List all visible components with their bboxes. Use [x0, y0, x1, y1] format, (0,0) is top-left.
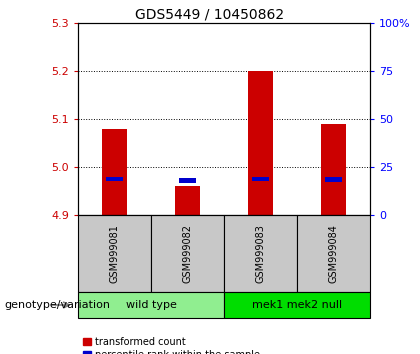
Text: GSM999084: GSM999084	[328, 224, 339, 283]
Bar	[151, 215, 224, 292]
Bar	[252, 177, 268, 181]
Bar	[78, 292, 224, 318]
Text: wild type: wild type	[126, 300, 176, 310]
Bar	[175, 186, 200, 215]
Bar	[224, 292, 370, 318]
Bar	[102, 129, 127, 215]
Text: GSM999081: GSM999081	[110, 224, 120, 283]
Bar	[78, 215, 151, 292]
Text: GDS5449 / 10450862: GDS5449 / 10450862	[135, 8, 285, 22]
Bar	[297, 215, 370, 292]
Text: GSM999082: GSM999082	[183, 224, 192, 283]
Bar	[179, 178, 196, 183]
Bar	[248, 71, 273, 215]
Bar	[321, 124, 346, 215]
Bar	[107, 177, 123, 181]
Text: mek1 mek2 null: mek1 mek2 null	[252, 300, 342, 310]
Text: GSM999083: GSM999083	[255, 224, 265, 283]
Legend: transformed count, percentile rank within the sample: transformed count, percentile rank withi…	[83, 337, 260, 354]
Bar	[326, 177, 341, 182]
Bar	[224, 215, 297, 292]
Text: genotype/variation: genotype/variation	[4, 300, 110, 310]
